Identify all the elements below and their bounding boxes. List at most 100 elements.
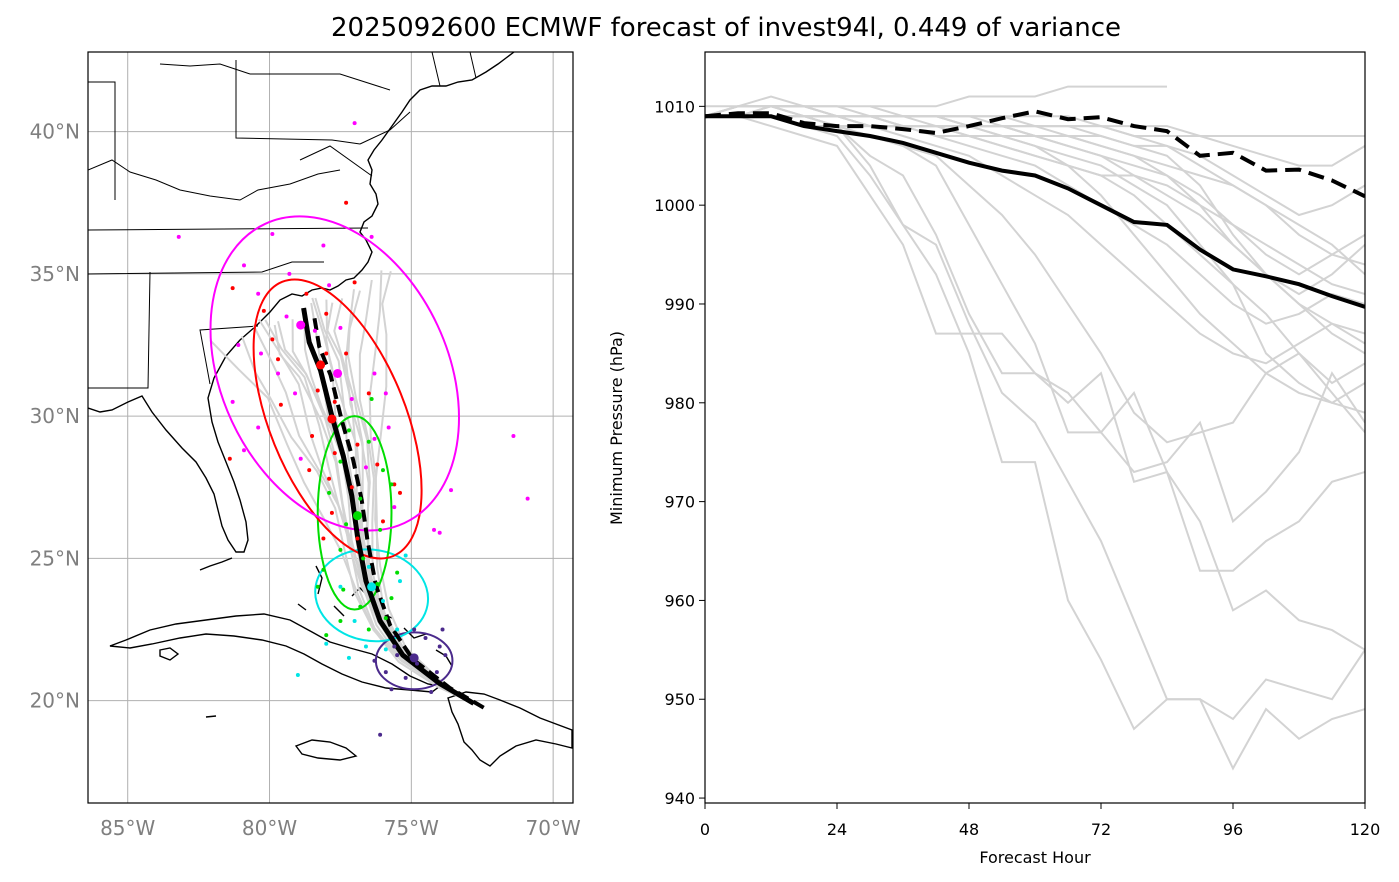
member-position-dot xyxy=(293,391,298,396)
member-position-dot xyxy=(278,402,283,407)
member-position-dot xyxy=(383,670,388,675)
x-tick-label: 120 xyxy=(1350,820,1381,839)
member-position-dot xyxy=(352,121,357,126)
member-pressure-line xyxy=(705,115,1365,404)
member-position-dot xyxy=(366,439,371,444)
mean-position-dot xyxy=(296,320,306,330)
member-position-dot xyxy=(324,641,329,646)
member-position-dot xyxy=(321,536,326,541)
member-position-dot xyxy=(397,579,402,584)
member-position-dot xyxy=(389,482,394,487)
member-position-dot xyxy=(392,482,397,487)
green-ellipse xyxy=(316,415,393,611)
lat-tick-label: 25°N xyxy=(30,546,80,570)
cayman xyxy=(205,715,217,718)
mean-position-dot xyxy=(333,368,343,378)
member-position-dot xyxy=(338,547,343,552)
member-position-dot xyxy=(378,527,383,532)
lon-tick-label: 75°W xyxy=(384,816,439,840)
member-pressure-line xyxy=(705,105,1365,721)
x-tick-label: 48 xyxy=(959,820,979,839)
member-position-dot xyxy=(332,399,337,404)
isla-juventud xyxy=(159,647,180,661)
member-position-dot xyxy=(389,687,394,692)
member-position-dot xyxy=(324,351,329,356)
member-position-dot xyxy=(434,670,439,675)
member-position-dot xyxy=(429,690,434,695)
mean-position-dot xyxy=(352,511,362,521)
member-position-dot xyxy=(412,627,417,632)
member-position-dot xyxy=(415,661,420,666)
member-position-dot xyxy=(383,616,388,621)
member-position-dot xyxy=(327,476,332,481)
mean-position-dot xyxy=(316,360,326,370)
member-position-dot xyxy=(276,371,281,376)
member-position-dot xyxy=(344,522,349,527)
state-borders xyxy=(88,52,477,389)
y-tick-label: 940 xyxy=(664,789,695,808)
y-tick-label: 1000 xyxy=(654,196,695,215)
member-position-dot xyxy=(363,644,368,649)
member-position-dot xyxy=(366,564,371,569)
member-position-dot xyxy=(321,243,326,248)
member-position-dot xyxy=(236,343,241,348)
summary-pressure-lines xyxy=(705,109,1365,309)
mean-position-dot xyxy=(327,414,337,424)
member-position-dot xyxy=(324,311,329,316)
lon-tick-label: 70°W xyxy=(526,816,581,840)
member-position-dot xyxy=(227,456,232,461)
mean-position-dot xyxy=(367,582,377,592)
member-position-dot xyxy=(403,675,408,680)
member-position-dot xyxy=(295,672,300,677)
y-tick-label: 950 xyxy=(664,690,695,709)
lat-tick-label: 20°N xyxy=(30,689,80,713)
member-position-dot xyxy=(372,658,377,663)
member-pressure-lines xyxy=(705,85,1365,771)
member-position-dot xyxy=(366,627,371,632)
member-position-dot xyxy=(423,636,428,641)
member-position-dot xyxy=(256,291,261,296)
member-pressure-line xyxy=(705,115,1365,414)
member-position-dot xyxy=(315,388,320,393)
member-position-dot xyxy=(355,442,360,447)
member-position-dot xyxy=(375,462,380,467)
member-position-dot xyxy=(338,325,343,330)
member-position-dot xyxy=(276,357,281,362)
member-position-dot xyxy=(369,397,374,402)
member-track xyxy=(273,324,475,705)
member-position-dot xyxy=(372,436,377,441)
coastlines xyxy=(88,52,573,767)
member-position-dot xyxy=(315,584,320,589)
member-position-dot xyxy=(397,490,402,495)
member-position-dot xyxy=(329,510,334,515)
member-position-dot xyxy=(389,596,394,601)
track-map-panel: 85°W 80°W 75°W 70°W 20°N 25°N 30°N 35°N 40°N xyxy=(30,51,581,840)
member-position-dot xyxy=(383,391,388,396)
pressure-ticks: 0 24 48 72 96 120 940 950 960 970 980 990 1000 1010 xyxy=(654,97,1380,839)
member-position-dot xyxy=(346,428,351,433)
member-position-dot xyxy=(256,425,261,430)
x-tick-label: 72 xyxy=(1091,820,1111,839)
y-tick-label: 970 xyxy=(664,493,695,512)
member-position-dot xyxy=(230,286,235,291)
member-position-dot xyxy=(380,468,385,473)
member-pressure-line xyxy=(705,105,1365,276)
red-ellipse xyxy=(252,278,423,560)
member-pressure-line xyxy=(705,115,1365,266)
member-position-dot xyxy=(341,587,346,592)
y-tick-label: 990 xyxy=(664,295,695,314)
member-position-dot xyxy=(346,655,351,660)
member-position-dot xyxy=(241,263,246,268)
member-position-dot xyxy=(327,283,332,288)
member-track xyxy=(374,271,475,705)
mean-position-dot xyxy=(409,653,419,663)
member-pressure-line xyxy=(705,105,1365,276)
lat-tick-label: 40°N xyxy=(30,120,80,144)
member-pressure-line xyxy=(705,115,1365,355)
member-pressure-line xyxy=(705,115,1365,771)
map-frame xyxy=(87,51,574,804)
member-position-dot xyxy=(366,391,371,396)
member-position-dot xyxy=(349,397,354,402)
lat-tick-label: 35°N xyxy=(30,262,80,286)
